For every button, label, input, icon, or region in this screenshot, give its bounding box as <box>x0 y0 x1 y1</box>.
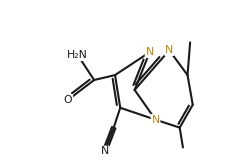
Text: O: O <box>64 95 72 105</box>
Text: N: N <box>100 146 109 156</box>
Text: H₂N: H₂N <box>67 50 88 60</box>
Text: N: N <box>165 45 173 55</box>
Text: N: N <box>151 115 160 125</box>
Text: N: N <box>145 47 154 57</box>
